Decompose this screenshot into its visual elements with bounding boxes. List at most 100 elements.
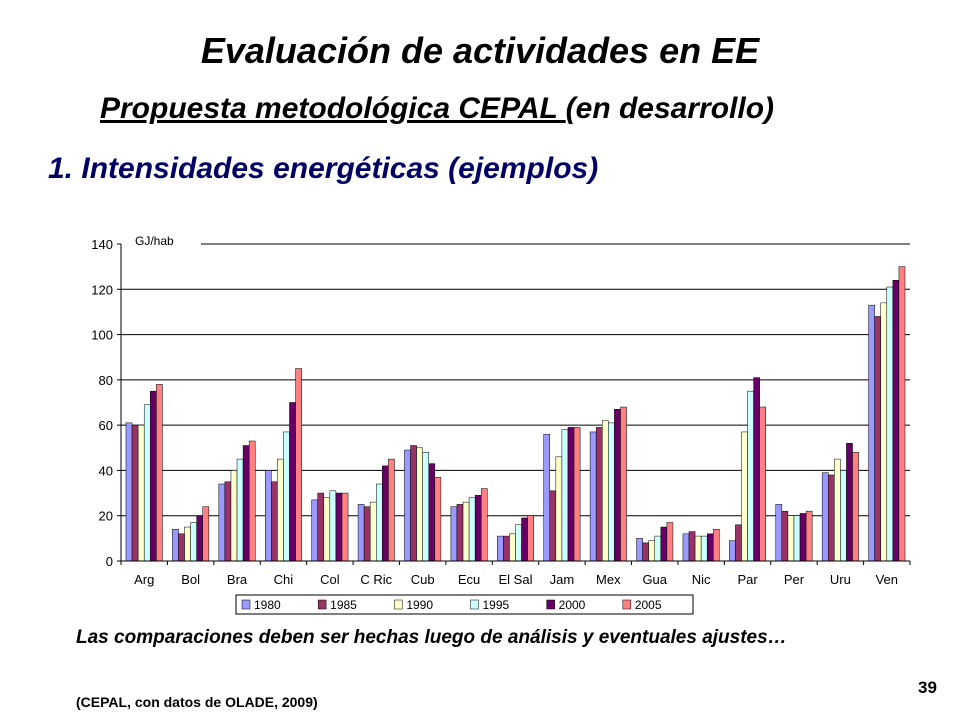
subtitle-underlined: Propuesta metodológica CEPAL xyxy=(100,92,566,125)
bar xyxy=(248,440,256,562)
x-tick-label: Chi xyxy=(274,572,294,587)
bar xyxy=(688,531,696,562)
bar xyxy=(311,499,318,562)
bar xyxy=(608,422,615,562)
bar xyxy=(821,472,829,562)
bar xyxy=(781,510,789,562)
comparison-note: Las comparaciones deben ser hechas luego… xyxy=(76,627,787,648)
bar xyxy=(450,506,458,562)
x-tick-label: Par xyxy=(737,572,758,587)
bar xyxy=(573,427,581,562)
legend-label: 1980 xyxy=(254,598,281,612)
bar xyxy=(363,506,371,562)
bar xyxy=(376,483,383,562)
bar xyxy=(602,420,609,562)
bar xyxy=(196,515,204,562)
source-citation: (CEPAL, con datos de OLADE, 2009) xyxy=(76,694,318,710)
bar xyxy=(614,409,621,562)
y-tick-label: 100 xyxy=(91,328,113,343)
bar xyxy=(682,533,690,562)
x-tick-label: Per xyxy=(784,572,805,587)
bar xyxy=(787,515,795,562)
bar xyxy=(404,449,411,562)
bar xyxy=(846,443,853,562)
y-tick-label: 0 xyxy=(106,554,113,569)
bar xyxy=(775,504,783,562)
energy-intensity-chart: 0 20 40 60 80 100 120 140 GJ/hab Arg Bol Bra Chi Col C… xyxy=(91,234,911,615)
y-tick-label: 120 xyxy=(91,282,113,297)
bar xyxy=(295,368,302,562)
bar xyxy=(242,445,250,562)
bar xyxy=(805,510,813,562)
bar xyxy=(341,492,349,562)
bar xyxy=(642,542,649,562)
y-tick-label: 140 xyxy=(91,237,113,252)
bar xyxy=(317,492,325,562)
bar xyxy=(735,524,742,562)
bar xyxy=(660,526,668,562)
legend-swatch xyxy=(241,599,251,610)
section-heading: 1. Intensidades energéticas (ejemplos) xyxy=(48,152,599,185)
bar xyxy=(654,535,662,562)
bar xyxy=(416,447,423,562)
bar xyxy=(799,513,807,562)
legend-swatch xyxy=(470,599,479,610)
bar xyxy=(480,488,488,562)
bar xyxy=(793,515,801,562)
bar xyxy=(840,470,847,562)
bar xyxy=(729,540,736,562)
y-unit-label: GJ/hab xyxy=(135,234,174,248)
bar xyxy=(741,431,748,562)
bar xyxy=(230,470,238,562)
x-tick-label: Mex xyxy=(596,572,621,587)
bar xyxy=(620,406,627,562)
bar xyxy=(503,535,510,562)
slide-subtitle: Propuesta metodológica CEPAL (en desarro… xyxy=(100,92,774,126)
bar xyxy=(636,538,643,562)
bar xyxy=(666,522,674,562)
bar xyxy=(700,535,708,562)
legend-label: 2000 xyxy=(559,598,586,612)
bar xyxy=(892,279,900,562)
bar xyxy=(178,533,185,562)
x-tick-label: Nic xyxy=(692,572,711,587)
bar xyxy=(898,266,906,562)
x-tick-label: Gua xyxy=(642,572,667,587)
bar xyxy=(713,529,720,562)
x-tick-label: Uru xyxy=(830,572,851,587)
bar xyxy=(589,431,597,562)
bar xyxy=(190,522,197,562)
x-tick-label: Col xyxy=(320,572,340,587)
bar xyxy=(886,286,894,562)
bar xyxy=(753,377,760,562)
bar xyxy=(236,458,244,562)
x-tick-label: Bra xyxy=(227,572,248,587)
bar xyxy=(852,452,859,562)
bar xyxy=(509,533,516,562)
legend-swatch xyxy=(394,599,403,610)
x-tick-label: Ven xyxy=(876,572,898,587)
y-tick-label: 40 xyxy=(99,463,113,478)
legend-label: 1985 xyxy=(330,598,357,612)
y-tick-label: 60 xyxy=(99,418,113,433)
bar xyxy=(874,316,881,562)
subtitle-rest: (en desarrollo) xyxy=(565,92,775,125)
bar xyxy=(131,424,139,562)
bar xyxy=(271,481,278,562)
bar xyxy=(329,490,337,562)
bar xyxy=(156,384,163,562)
bar xyxy=(369,501,377,562)
legend-label: 1995 xyxy=(483,598,510,612)
bar xyxy=(474,495,482,562)
bar xyxy=(880,302,888,562)
bar xyxy=(555,456,563,562)
bar xyxy=(382,465,389,562)
bar xyxy=(388,458,395,562)
bar xyxy=(137,424,145,562)
x-tick-label: Cub xyxy=(411,572,435,587)
x-tick-label: Ecu xyxy=(458,572,480,587)
bar xyxy=(335,492,343,562)
x-tick-label: C Ric xyxy=(360,572,392,587)
bar xyxy=(759,406,767,562)
bar xyxy=(747,390,754,562)
